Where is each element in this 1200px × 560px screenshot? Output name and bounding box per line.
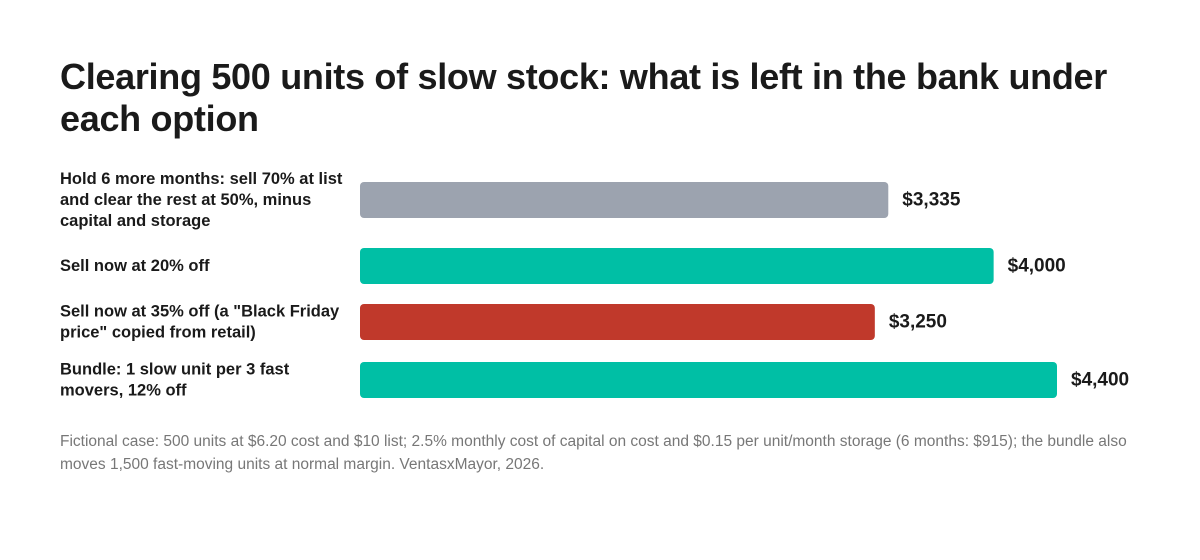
value-label: $3,250 [889,312,947,333]
bar [360,248,994,284]
chart-title: Clearing 500 units of slow stock: what i… [60,56,1107,139]
category-label: Hold 6 more months: sell 70% at list and … [60,170,343,230]
value-label: $3,335 [902,190,961,211]
category-label: Sell now at 35% off (a "Black Friday pric… [60,303,340,342]
bar [360,182,889,218]
bar [360,304,875,340]
bars-layer: Hold 6 more months: sell 70% at list and … [60,170,1129,400]
value-label: $4,400 [1071,370,1129,391]
chart-footnote: Fictional case: 500 units at $6.20 cost … [60,433,1127,473]
category-label: Bundle: 1 slow unit per 3 fast movers, 12… [60,361,290,400]
category-label: Sell now at 20% off [60,257,210,275]
value-label: $4,000 [1008,256,1066,277]
bar [360,362,1057,398]
